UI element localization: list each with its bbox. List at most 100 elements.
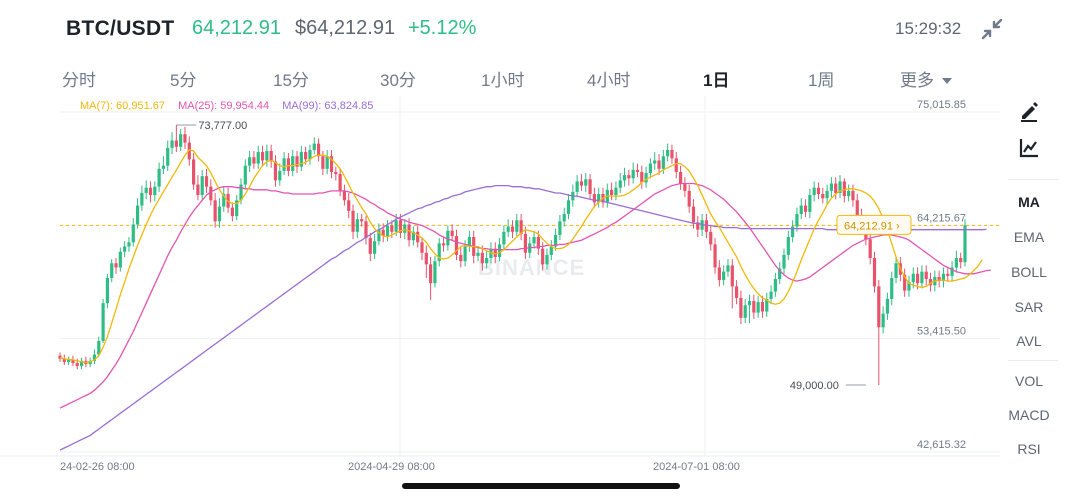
- candle-body: [282, 158, 286, 171]
- candle-body: [325, 156, 329, 169]
- candle-body: [584, 179, 588, 186]
- candle-body: [105, 277, 110, 304]
- candle-body: [334, 171, 338, 175]
- candle-body: [166, 147, 170, 166]
- candle-body: [295, 156, 299, 167]
- candle-body: [545, 254, 549, 265]
- candle-body: [928, 279, 933, 286]
- tab-label: 30分: [380, 71, 416, 90]
- candle-body: [316, 143, 321, 157]
- high-price-label: 73,777.00: [198, 120, 247, 132]
- candle-body: [851, 190, 855, 201]
- candle-body: [355, 219, 359, 232]
- indicator-macd[interactable]: MACD: [1008, 407, 1050, 423]
- candle-body: [635, 169, 640, 172]
- candle-body: [75, 362, 79, 367]
- candle-body: [890, 277, 894, 299]
- ma7-legend: MA(7): 60,951.67: [80, 100, 165, 112]
- indicator-sar[interactable]: SAR: [1014, 299, 1044, 315]
- candle-body: [691, 206, 696, 223]
- tab-label: 1日: [703, 71, 730, 90]
- candle-body: [209, 186, 213, 201]
- candle-body: [786, 237, 790, 255]
- tab-5[interactable]: 4小时: [587, 66, 630, 91]
- candle-body: [459, 254, 463, 262]
- tab-2[interactable]: 15分: [273, 66, 309, 91]
- candle-body: [485, 258, 489, 264]
- candle-body: [950, 267, 954, 276]
- candle-body: [855, 200, 859, 216]
- tab-6[interactable]: 1日: [703, 66, 729, 91]
- candle-body: [454, 235, 459, 255]
- tab-4[interactable]: 1小时: [481, 66, 524, 91]
- candle-body: [510, 226, 515, 232]
- candle-body: [963, 225, 967, 263]
- candle-body: [773, 279, 777, 292]
- candle-body: [364, 221, 368, 239]
- last-price-tag: [836, 214, 912, 235]
- candle-body: [614, 187, 618, 196]
- candle-body: [140, 192, 144, 206]
- indicator-boll[interactable]: BOLL: [1011, 264, 1047, 280]
- candle-body: [403, 224, 407, 233]
- candlestick-chart[interactable]: BINANCE 75,015.85 64,215.67 53,415.50 42,615…: [0, 96, 1000, 481]
- tab-label: 15分: [273, 71, 309, 90]
- candle-body: [62, 358, 66, 362]
- candle-body: [394, 220, 398, 232]
- candle-body: [670, 149, 674, 159]
- candle-body: [653, 160, 657, 164]
- indicator-ma[interactable]: MA: [1018, 194, 1040, 210]
- candle-body: [959, 258, 963, 263]
- candle-body: [782, 254, 786, 269]
- candle-body: [170, 140, 174, 148]
- tab-1[interactable]: 5分: [170, 66, 196, 91]
- candle-body: [351, 210, 355, 232]
- home-indicator: [402, 483, 680, 489]
- indicator-avl[interactable]: AVL: [1016, 333, 1042, 349]
- candle-body: [437, 243, 441, 262]
- candle-body: [954, 258, 958, 268]
- candle-body: [911, 273, 915, 283]
- candle-body: [222, 194, 226, 207]
- price-change: +5.12%: [408, 17, 477, 39]
- candle-body: [248, 157, 252, 166]
- indicator-ema[interactable]: EMA: [1013, 229, 1045, 245]
- tab-8[interactable]: 更多: [900, 66, 952, 91]
- symbol-title[interactable]: BTC/USDT: [66, 17, 175, 40]
- tab-label: 5分: [170, 71, 197, 90]
- candle-body: [239, 184, 243, 201]
- indicator-vol[interactable]: VOL: [1014, 373, 1043, 389]
- candle-body: [799, 205, 803, 214]
- candle-body: [838, 181, 842, 193]
- collapse-icon[interactable]: [980, 17, 1004, 41]
- candle-body: [235, 200, 239, 217]
- candle-body: [291, 156, 295, 171]
- ma25-line: [59, 182, 991, 409]
- candle-body: [915, 273, 920, 284]
- candle-body: [118, 251, 122, 268]
- indicator-rsi[interactable]: RSI: [1017, 441, 1041, 457]
- candle-body: [196, 184, 200, 196]
- candle-body: [713, 244, 717, 268]
- candle-body: [885, 298, 890, 314]
- candle-body: [433, 261, 437, 284]
- tab-3[interactable]: 30分: [380, 66, 416, 91]
- candle-body: [592, 194, 596, 203]
- candle-body: [558, 221, 562, 235]
- candle-body: [778, 268, 782, 280]
- candle-body: [110, 263, 114, 278]
- candle-body: [411, 231, 415, 241]
- candle-body: [739, 297, 743, 318]
- chart-indicator-icon[interactable]: [1018, 137, 1040, 159]
- candle-body: [903, 274, 907, 291]
- candle-body: [450, 230, 454, 236]
- watermark: BINANCE: [478, 255, 585, 280]
- draw-pen-icon[interactable]: [1018, 100, 1040, 122]
- tab-7[interactable]: 1周: [808, 66, 834, 91]
- candle-body: [648, 163, 653, 174]
- candle-body: [657, 160, 661, 169]
- candle-body: [541, 248, 545, 265]
- tab-0[interactable]: 分时: [62, 66, 96, 91]
- candle-body: [441, 243, 446, 246]
- candle-body: [372, 241, 377, 254]
